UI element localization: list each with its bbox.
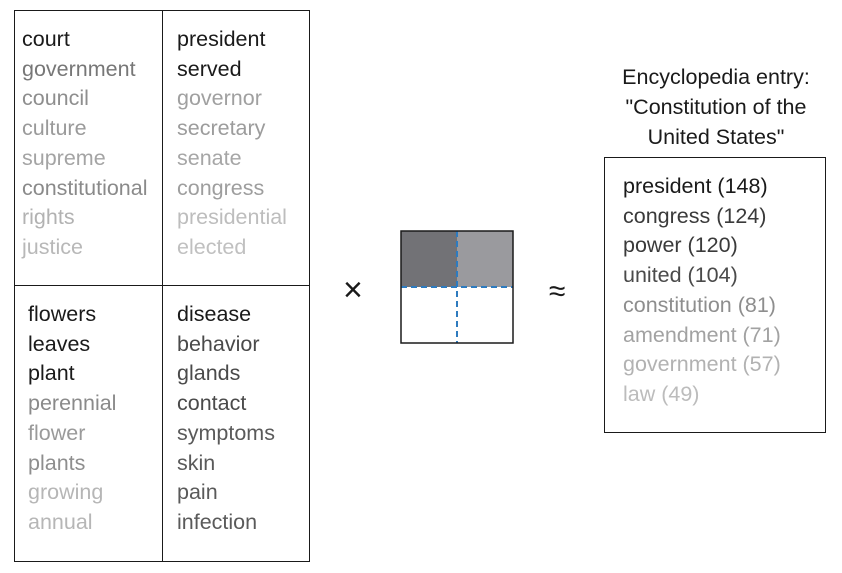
entry-item: united (104) <box>623 263 738 288</box>
entry-title-line: United States" <box>647 125 785 149</box>
entry-item: congress (124) <box>623 203 767 228</box>
topic-word: court <box>22 27 70 51</box>
entry-item: government (57) <box>623 352 781 377</box>
topic-word: justice <box>22 234 83 259</box>
topic-word: governor <box>177 86 262 111</box>
topic-word: pain <box>177 480 218 505</box>
approx-operator: ≈ <box>549 275 566 308</box>
topic-word: constitutional <box>22 175 148 200</box>
topic-word: government <box>22 56 136 81</box>
entry-item: constitution (81) <box>623 292 776 317</box>
topic-word: symptoms <box>177 420 275 445</box>
topic-word: skin <box>177 450 216 475</box>
topic-word: served <box>177 56 242 81</box>
entry-box <box>604 157 826 433</box>
entry-title-line: Encyclopedia entry: <box>622 65 810 89</box>
topic-word: presidential <box>177 205 287 230</box>
topic-word: secretary <box>177 116 266 141</box>
topic-word: contact <box>177 391 247 416</box>
matrix-cell-bottom-left <box>401 287 457 343</box>
entry-title: Encyclopedia entry: "Constitution of the… <box>596 62 836 152</box>
topic-word: plant <box>28 361 75 386</box>
topic-top-right: president served governor secretary sena… <box>177 25 287 263</box>
topic-word: rights <box>22 205 75 230</box>
entry-item: amendment (71) <box>623 322 781 347</box>
topic-word: growing <box>28 480 104 505</box>
grid-horizontal-divider <box>14 285 310 286</box>
matrix-cell-top-left <box>401 231 457 287</box>
topic-word: elected <box>177 234 247 259</box>
topic-word: infection <box>177 509 258 534</box>
matrix-border <box>400 230 514 344</box>
entry-title-line: "Constitution of the <box>625 95 807 119</box>
topic-word: annual <box>28 509 93 534</box>
grid-vertical-divider <box>162 10 163 562</box>
topic-word: flower <box>28 420 86 445</box>
topic-word: disease <box>177 302 252 326</box>
multiply-operator: × <box>343 271 363 309</box>
entry-item: president (148) <box>623 174 768 198</box>
topic-word: flowers <box>28 302 97 326</box>
topic-word: president <box>177 27 266 51</box>
topic-word: senate <box>177 145 242 170</box>
topic-bottom-right: disease behavior glands contact symptoms… <box>177 300 275 538</box>
entry-word-list: president (148) congress (124) power (12… <box>623 172 781 410</box>
topic-word: perennial <box>28 391 117 416</box>
matrix-cell-bottom-right <box>457 287 513 343</box>
topic-word: plants <box>28 450 86 475</box>
topic-bottom-left: flowers leaves plant perennial flower pl… <box>28 300 116 538</box>
weight-matrix <box>400 230 514 344</box>
topic-word: council <box>22 86 89 111</box>
topic-word: congress <box>177 175 265 200</box>
topic-word: leaves <box>28 331 91 356</box>
topic-top-left: court government council culture supreme… <box>22 25 148 263</box>
matrix-cell-top-right <box>457 231 513 287</box>
entry-item: law (49) <box>623 381 700 406</box>
topic-word: supreme <box>22 145 106 170</box>
topic-word: behavior <box>177 331 260 356</box>
entry-item: power (120) <box>623 233 738 258</box>
topic-word: culture <box>22 116 87 141</box>
topic-word: glands <box>177 361 241 386</box>
